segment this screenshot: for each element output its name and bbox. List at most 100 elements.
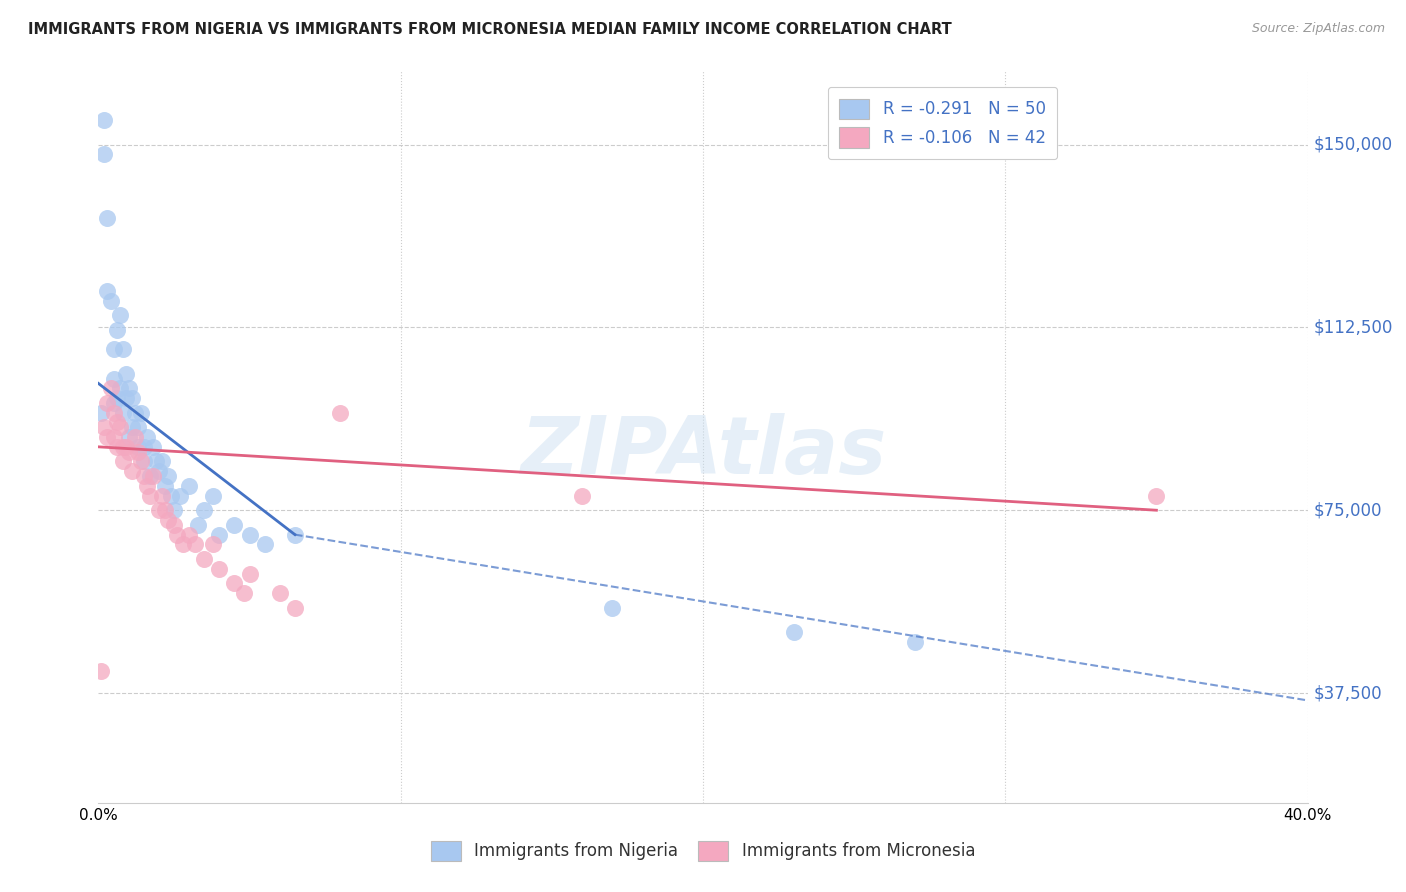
Point (284, 527, 307, 541)
Point (1144, 489, 1167, 503)
Point (124, 430, 146, 444)
Point (118, 381, 141, 395)
Point (179, 527, 201, 541)
Point (114, 391, 136, 405)
Point (156, 513, 179, 527)
Point (169, 489, 191, 503)
Point (108, 308, 131, 322)
Point (284, 600, 307, 615)
Point (118, 430, 141, 444)
Point (163, 517, 186, 532)
Point (145, 454, 167, 468)
Point (100, 293, 122, 308)
Point (132, 454, 155, 468)
Point (783, 625, 806, 640)
Point (96, 284, 118, 298)
Point (124, 406, 146, 420)
Point (121, 391, 143, 405)
Point (193, 552, 215, 566)
Point (127, 444, 149, 458)
Point (105, 416, 128, 430)
Point (135, 479, 157, 493)
Point (163, 503, 186, 517)
Point (224, 576, 246, 591)
Point (96, 430, 118, 444)
Point (108, 420, 131, 434)
Point (202, 489, 225, 503)
Point (166, 527, 188, 541)
Point (127, 420, 149, 434)
Point (108, 381, 131, 395)
Point (103, 396, 125, 410)
Point (132, 469, 155, 483)
Text: $150,000: $150,000 (1313, 136, 1393, 153)
Point (329, 406, 352, 420)
Point (103, 406, 125, 420)
Point (142, 469, 165, 483)
Text: Source: ZipAtlas.com: Source: ZipAtlas.com (1251, 22, 1385, 36)
Point (153, 479, 176, 493)
Point (148, 503, 170, 517)
Point (103, 371, 125, 385)
Point (132, 440, 155, 454)
Text: IMMIGRANTS FROM NIGERIA VS IMMIGRANTS FROM MICRONESIA MEDIAN FAMILY INCOME CORRE: IMMIGRANTS FROM NIGERIA VS IMMIGRANTS FR… (28, 22, 952, 37)
Point (202, 537, 225, 551)
Legend: Immigrants from Nigeria, Immigrants from Micronesia: Immigrants from Nigeria, Immigrants from… (425, 834, 981, 868)
Point (139, 489, 162, 503)
Point (150, 489, 173, 503)
Point (208, 527, 231, 541)
Point (269, 586, 291, 600)
Point (114, 440, 136, 454)
Point (253, 537, 276, 551)
Point (93, 420, 115, 434)
Point (160, 489, 183, 503)
Point (148, 464, 170, 478)
Point (232, 586, 254, 600)
Point (239, 566, 262, 581)
Point (111, 406, 134, 420)
Point (208, 562, 231, 576)
Point (179, 479, 201, 493)
Point (90, 664, 112, 678)
Point (127, 440, 149, 454)
Point (153, 503, 176, 517)
Point (105, 440, 128, 454)
Text: ZIPAtlas: ZIPAtlas (520, 413, 886, 491)
Point (111, 454, 134, 468)
Point (100, 381, 122, 395)
Point (118, 444, 141, 458)
Point (224, 517, 246, 532)
Point (93, 113, 115, 128)
Point (121, 464, 143, 478)
Point (172, 537, 194, 551)
Point (129, 406, 152, 420)
Point (96, 396, 118, 410)
Point (602, 600, 624, 615)
Point (111, 440, 134, 454)
Point (571, 489, 593, 503)
Point (111, 343, 134, 357)
Point (135, 430, 157, 444)
Point (103, 343, 125, 357)
Point (139, 469, 162, 483)
Point (90, 406, 112, 420)
Point (96, 211, 118, 225)
Point (184, 537, 207, 551)
Point (239, 527, 262, 541)
Point (93, 147, 115, 161)
Text: $112,500: $112,500 (1313, 318, 1393, 336)
Point (904, 635, 927, 649)
Point (103, 430, 125, 444)
Point (105, 323, 128, 337)
Point (150, 454, 173, 468)
Point (156, 469, 179, 483)
Point (114, 367, 136, 381)
Point (129, 454, 152, 468)
Point (142, 440, 165, 454)
Point (121, 420, 143, 434)
Point (193, 503, 215, 517)
Point (105, 391, 128, 405)
Text: $37,500: $37,500 (1313, 684, 1382, 702)
Text: $75,000: $75,000 (1313, 501, 1382, 519)
Point (187, 517, 209, 532)
